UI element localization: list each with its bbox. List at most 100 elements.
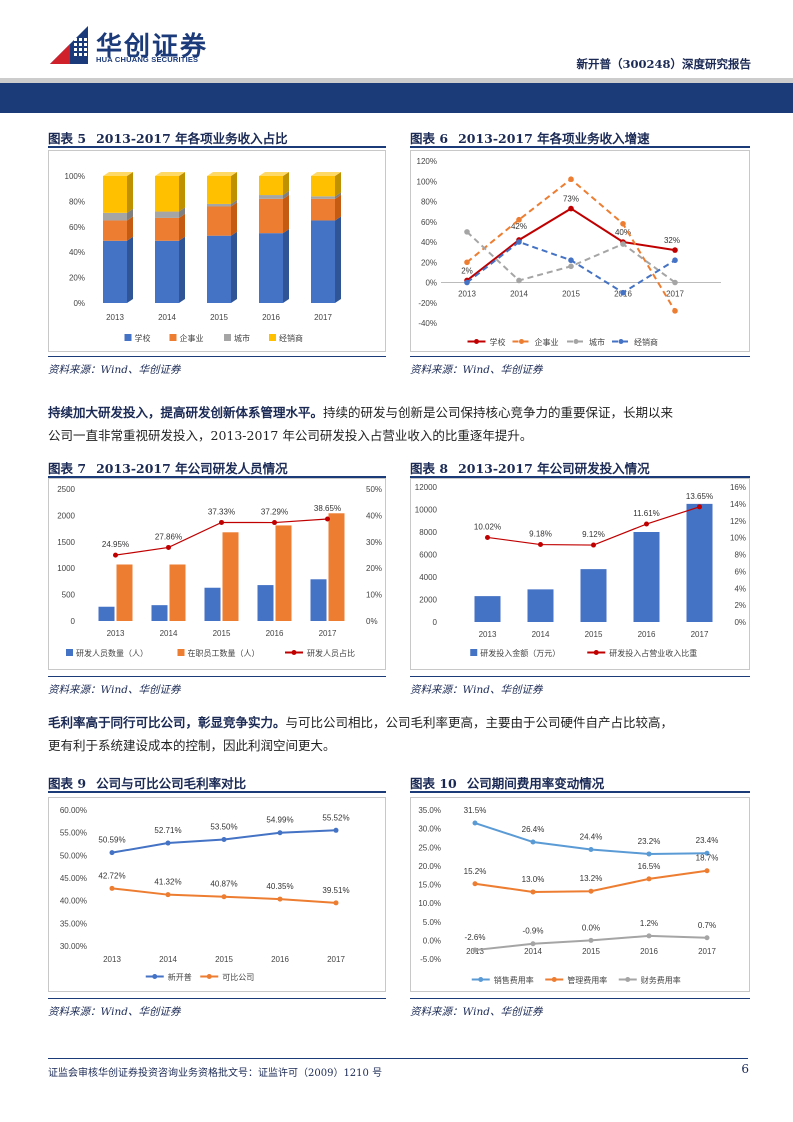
f10-legend-marker-1 (551, 977, 557, 982)
f7-ytick-left-0: 0 (71, 617, 76, 626)
f6-label-3: 40% (615, 228, 631, 237)
figure-5-label: 图表 5 (48, 131, 87, 146)
f5-bar-2016-1 (259, 198, 283, 234)
f10-point-1-4 (704, 868, 710, 874)
f5-bar-side-2017-1 (335, 194, 341, 221)
f5-bar-side-2013-0 (127, 236, 133, 303)
f10-label-1-0: 15.2% (464, 867, 487, 876)
f9-label-0-2: 53.50% (210, 822, 237, 831)
f6-legend-marker-3 (618, 339, 624, 344)
f8-ratio-line (487, 506, 700, 546)
f5-bar-2016-2 (259, 195, 283, 199)
f9-ytick-2: 40.00% (60, 897, 87, 906)
f10-point-2-0 (472, 947, 478, 953)
f8-ytick-right-5: 10% (730, 534, 746, 543)
f10-label-1-3: 16.5% (638, 862, 661, 871)
brand-name-cn: 华创证券 (96, 32, 209, 62)
f8-ytick-left-4: 8000 (419, 528, 437, 537)
f10-label-1-1: 13.0% (522, 875, 545, 884)
header-band (0, 78, 793, 113)
f10-point-0-3 (646, 851, 652, 857)
f10-label-0-1: 26.4% (522, 825, 545, 834)
f10-legend-label-0: 销售费用率 (494, 975, 534, 985)
paragraph-rd: 持续加大研发投入，提高研发创新体系管理水平。持续的研发与创新是公司保持核心竞争力… (48, 401, 748, 447)
f7-ytick-left-4: 2000 (57, 511, 75, 520)
f9-xtick-3: 2016 (271, 955, 289, 964)
f8-xtick-3: 2016 (638, 630, 656, 639)
figure-7-label: 图表 7 (48, 461, 87, 476)
f8-ratio-point-4 (697, 504, 702, 510)
f5-bar-top-2013 (103, 172, 133, 176)
f7-ratio-point-2 (219, 519, 224, 525)
f5-xtick-4: 2017 (314, 313, 332, 322)
f6-point-2-3 (620, 241, 626, 247)
f8-legend-marker-1 (593, 650, 599, 655)
f5-bar-2017-1 (311, 198, 335, 221)
figure-8-caption: 2013-2017 年公司研发投入情况 (458, 461, 650, 476)
f6-point-3-3 (620, 289, 626, 296)
f6-ytick-3: 20% (421, 258, 437, 267)
f5-bar-2017-3 (311, 176, 335, 197)
f6-xtick-2: 2015 (562, 290, 580, 299)
f5-bar-2014-2 (155, 211, 179, 218)
f6-point-1-1 (516, 216, 522, 223)
figure-9-svg: 30.00% 35.00% 40.00% 45.00% 50.00% 55.00% 60.0… (60, 806, 350, 982)
paragraph-rd-lead: 持续加大研发投入，提高研发创新体系管理水平。 (48, 405, 324, 420)
f5-bar-2013-2 (103, 212, 127, 221)
f8-ytick-left-2: 4000 (419, 573, 437, 582)
f8-ratio-label-2: 9.12% (582, 530, 605, 539)
brand-name-en: HUA CHUANG SECURITIES (96, 55, 199, 64)
f7-xtick-2: 2015 (213, 629, 231, 638)
f8-ratio-label-1: 9.18% (529, 530, 552, 539)
f5-ytick-3: 60% (69, 223, 85, 232)
f7-legend-marker-2 (291, 650, 297, 655)
figure-8-source: 资料来源：Wind、华创证券 (410, 684, 543, 696)
f7-legend-label-1: 在职员工数量（人） (188, 648, 260, 658)
f8-ytick-right-1: 2% (734, 601, 746, 610)
f10-label-1-2: 13.2% (580, 874, 603, 883)
f5-bar-top-2016 (259, 172, 289, 176)
f7-ratio-point-4 (325, 516, 330, 522)
f5-bar-top-2015 (207, 172, 237, 176)
f10-point-0-1 (530, 839, 536, 845)
f9-ytick-5: 55.00% (60, 829, 87, 838)
f7-bar-staff-2016 (275, 525, 292, 621)
f9-ytick-1: 35.00% (60, 919, 87, 928)
footer-rule (48, 1058, 748, 1059)
f5-bar-2015-0 (207, 235, 231, 303)
f10-label-2-3: 1.2% (640, 919, 658, 928)
f7-ytick-left-3: 1500 (57, 538, 75, 547)
f7-legend-label-2: 研发人员占比 (307, 648, 355, 658)
f5-bar-2014-3 (155, 176, 179, 212)
f10-label-0-2: 24.4% (580, 832, 603, 841)
f7-legend-label-0: 研发人员数量（人） (76, 648, 148, 658)
f5-legend-swatch-2 (224, 334, 231, 341)
f8-bar-2014 (527, 589, 554, 622)
figure-5-source: 资料来源：Wind、华创证券 (48, 364, 181, 376)
f6-ytick-2: 0% (425, 279, 437, 288)
f9-ytick-4: 50.00% (60, 851, 87, 860)
f5-xtick-2: 2015 (210, 313, 228, 322)
f10-point-0-0 (472, 820, 478, 826)
f8-ytick-left-1: 2000 (419, 596, 437, 605)
figure-6-title: 图表 6 2013-2017 年各项业务收入增速 (410, 128, 650, 147)
f8-xtick-4: 2017 (691, 630, 709, 639)
f10-xtick-2: 2015 (582, 947, 600, 956)
f10-label-2-0: -2.6% (465, 933, 486, 942)
f10-ytick-7: 30.0% (418, 825, 441, 834)
f5-bar-side-2015-1 (231, 202, 237, 236)
f8-legend-label-1: 研发投入占营业收入比重 (609, 648, 697, 658)
f6-ytick-6: 80% (421, 198, 437, 207)
f8-ratio-label-3: 11.61% (633, 509, 660, 518)
f10-ytick-4: 15.0% (418, 881, 441, 890)
figure-7-title: 图表 7 2013-2017 年公司研发人员情况 (48, 458, 288, 477)
f5-legend-label-3: 经销商 (279, 333, 303, 343)
f5-bar-2013-3 (103, 176, 127, 213)
f5-bar-side-2016-2 (283, 191, 289, 199)
f5-bar-side-2014-2 (179, 207, 185, 218)
f7-ratio-label-4: 38.65% (314, 504, 341, 513)
f7-bar-staff-2015 (222, 532, 239, 621)
f10-ytick-6: 25.0% (418, 843, 441, 852)
f8-ratio-point-2 (591, 542, 596, 548)
f9-xtick-4: 2017 (327, 955, 345, 964)
